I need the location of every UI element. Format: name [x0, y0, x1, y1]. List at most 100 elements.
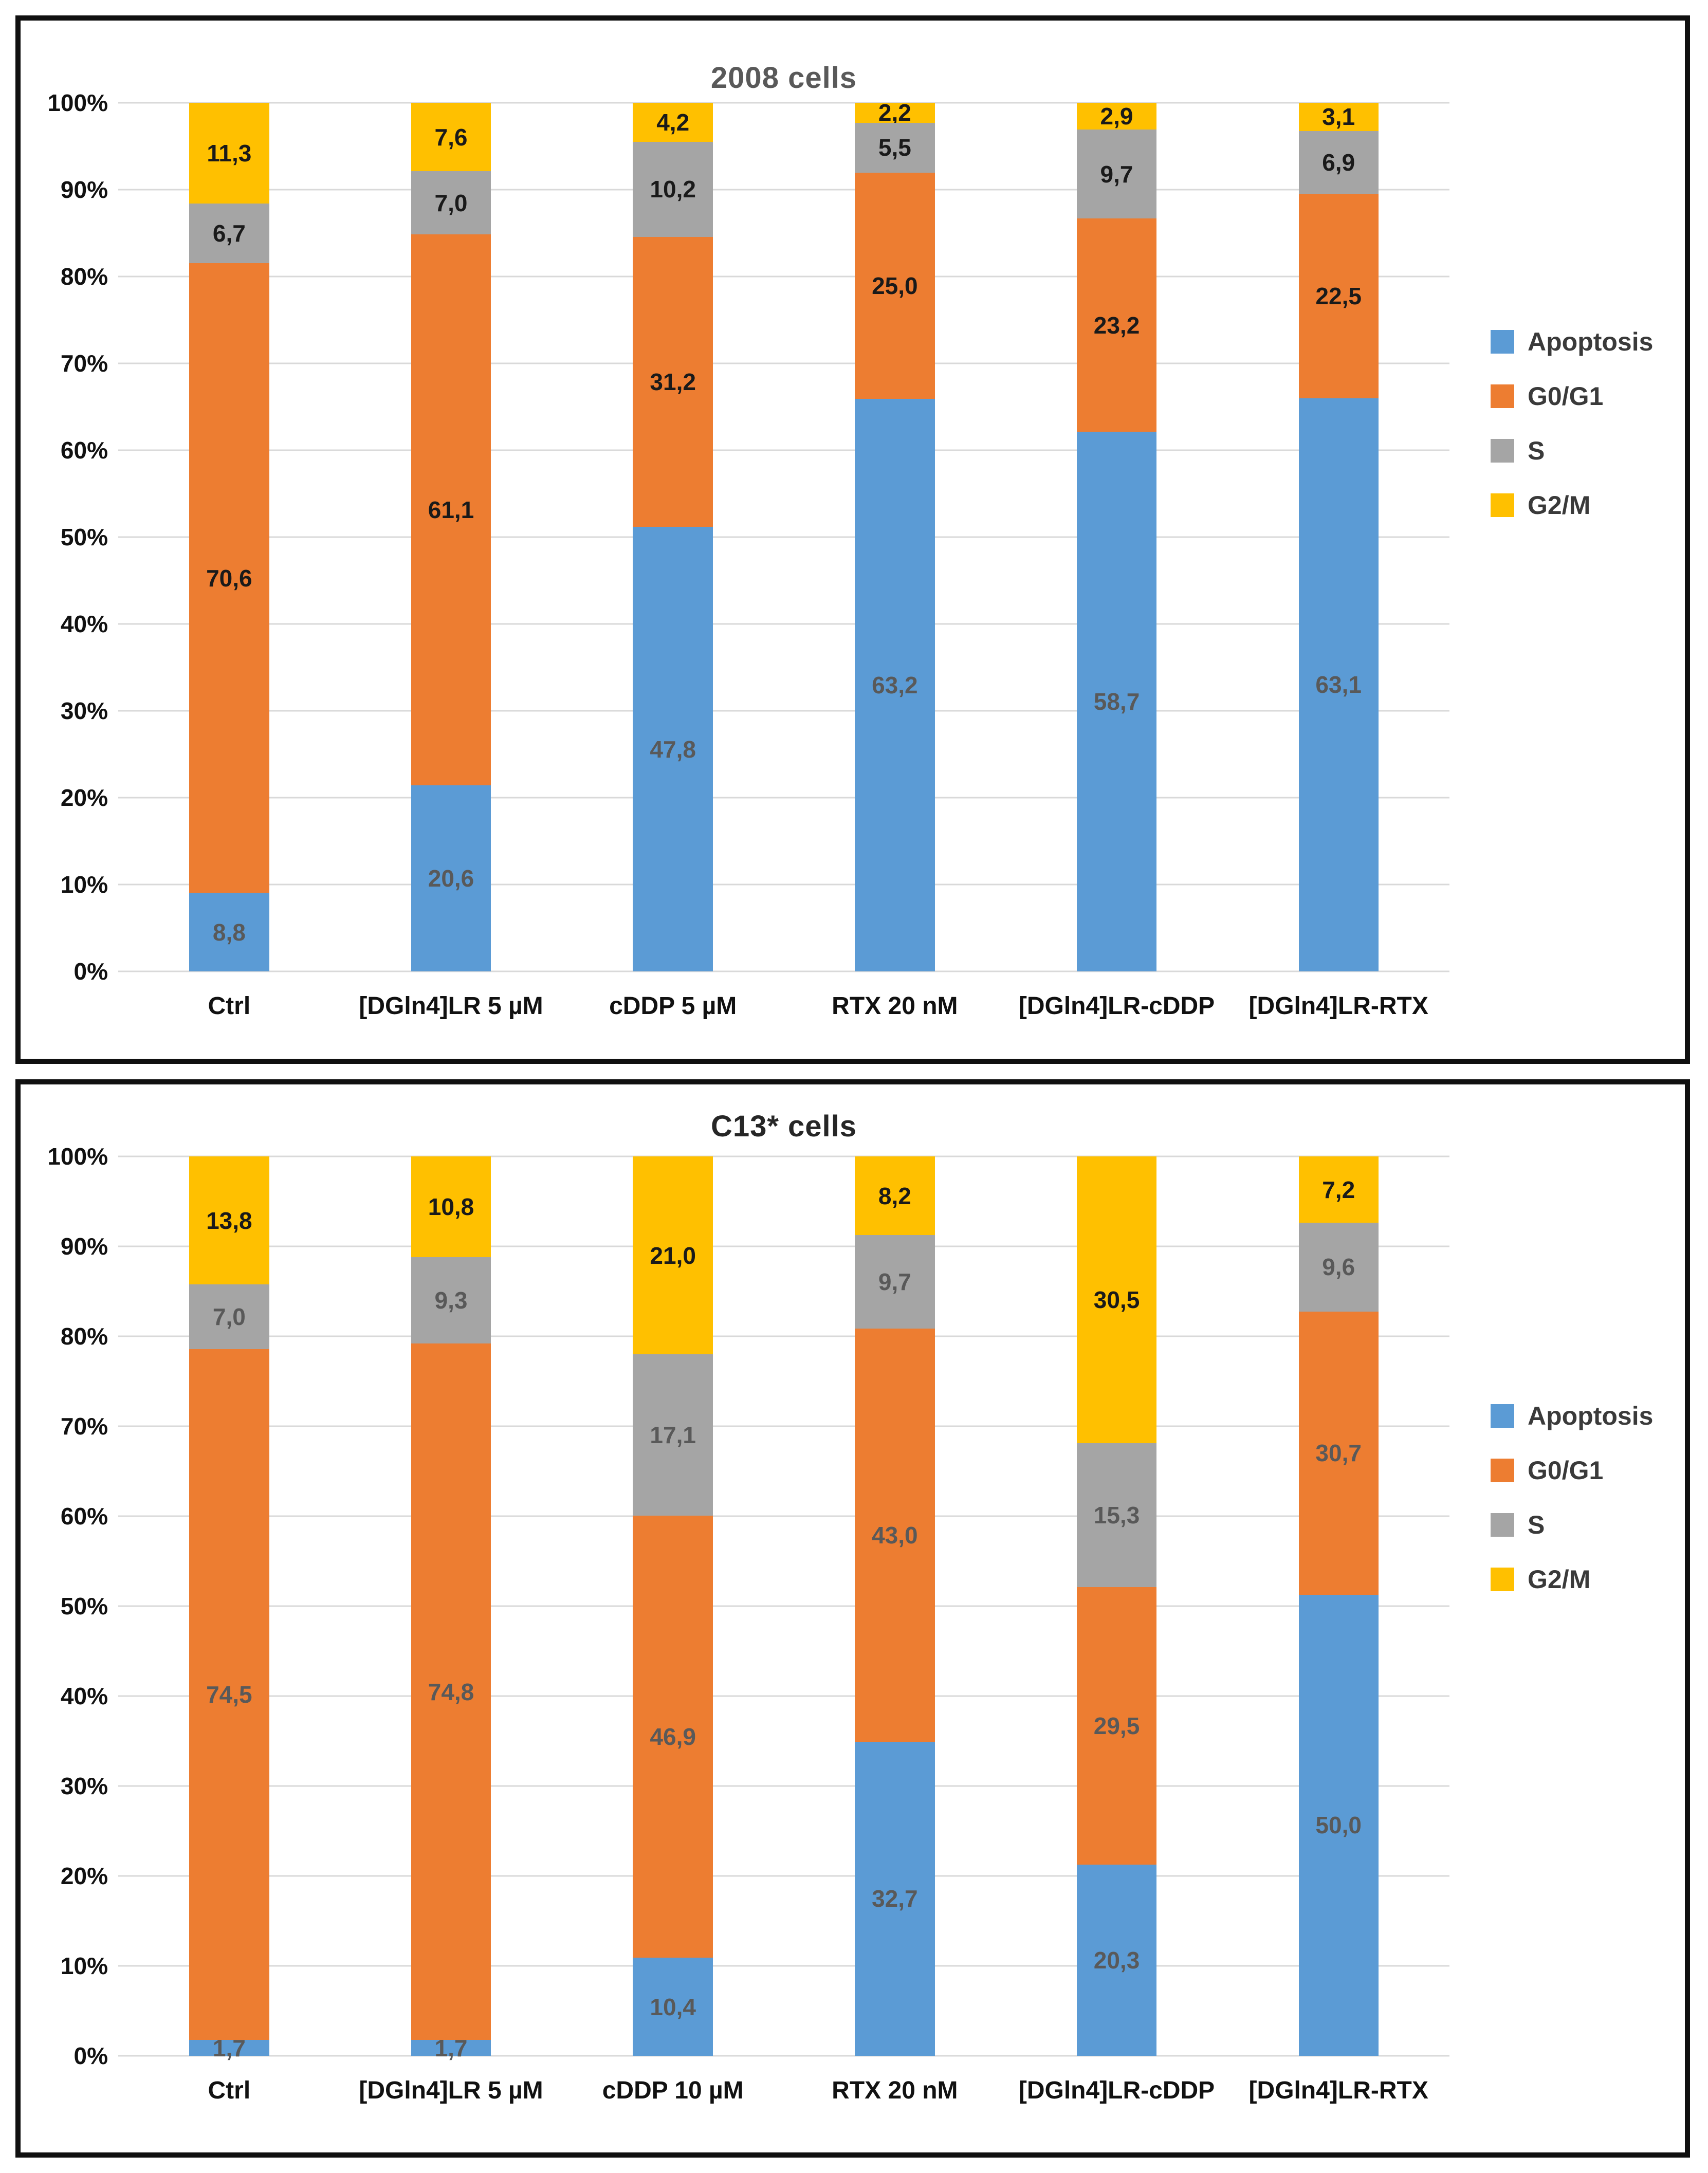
- y-axis: 0% 10% 20% 30% 40% 50% 60% 70% 80% 90% 100%: [21, 91, 108, 983]
- bar-segment-g0-g1: 74,8: [411, 1343, 491, 2040]
- gridline: [118, 797, 1449, 799]
- bar-segment-apoptosis: 10,4: [633, 1958, 713, 2056]
- legend-swatch-icon: [1491, 1459, 1514, 1482]
- bar-segment-s: 6,9: [1298, 131, 1379, 194]
- legend-item-apoptosis: Apoptosis: [1491, 1403, 1653, 1429]
- bar-value-label: 7,0: [434, 189, 468, 216]
- bar-column-dgln4-lr-rtx: 63,1 22,5 6,9 3,1: [1227, 103, 1449, 971]
- bar-value-label: 5,5: [878, 134, 911, 161]
- legend: Apoptosis G0/G1 S G2/M: [1491, 1403, 1653, 1592]
- bar-segment-s: 9,7: [1076, 129, 1157, 219]
- y-axis-tick-label: 70%: [60, 1413, 108, 1440]
- gridline: [118, 883, 1449, 886]
- bar-value-label: 30,5: [1093, 1286, 1140, 1314]
- bar-segment-apoptosis: 63,1: [1298, 398, 1379, 971]
- bar-column-dgln4-lr-5-m: 1,7 74,8 9,3 10,8: [340, 1156, 562, 2060]
- bar-value-label: 30,7: [1315, 1440, 1362, 1467]
- bar-segment-g0-g1: 25,0: [855, 172, 935, 399]
- bar-value-label: 31,2: [650, 368, 696, 395]
- bar-value-label: 32,7: [872, 1885, 918, 1912]
- bar-value-label: 23,2: [1093, 311, 1140, 339]
- bar-value-label: 4,2: [656, 109, 690, 136]
- stacked-bar: 50,0 30,7 9,6 7,2: [1298, 1156, 1379, 2056]
- y-axis-tick-label: 90%: [60, 176, 108, 203]
- gridline: [118, 1875, 1449, 1877]
- bar-column-dgln4-lr-cddp: 58,7 23,2 9,7 2,9: [1006, 103, 1228, 971]
- chart-2008-cells: 2008 cells 0% 10% 20% 30% 40% 50% 60% 70% 80% 90%…: [15, 15, 1690, 1064]
- legend-swatch-icon: [1491, 384, 1514, 408]
- legend-swatch-icon: [1491, 1513, 1514, 1537]
- bar-value-label: 2,2: [878, 99, 911, 126]
- bar-value-label: 9,7: [1100, 160, 1133, 188]
- bar-column-ctrl: 1,7 74,5 7,0 13,8: [118, 1156, 340, 2060]
- bar-segment-s: 9,7: [855, 1235, 935, 1329]
- bar-value-label: 50,0: [1315, 1812, 1362, 1839]
- bar-segment-apoptosis: 32,7: [855, 1741, 935, 2056]
- bar-segment-g0-g1: 74,5: [189, 1349, 269, 2040]
- bar-segment-s: 5,5: [855, 122, 935, 173]
- bar-segment-s: 7,0: [411, 171, 491, 235]
- bar-column-rtx-20-nm: 32,7 43,0 9,7 8,2: [784, 1156, 1006, 2056]
- bar-segment-s: 9,6: [1298, 1223, 1379, 1312]
- y-axis-tick-label: 100%: [47, 1143, 108, 1170]
- gridline: [118, 102, 1449, 104]
- y-axis-tick-label: 30%: [60, 1773, 108, 1799]
- bar-value-label: 61,1: [428, 496, 474, 524]
- bar-column-cddp-5-m: 47,8 31,2 10,2 4,2: [562, 103, 784, 971]
- y-axis-tick-label: 40%: [60, 1683, 108, 1709]
- legend-label: G0/G1: [1528, 382, 1604, 411]
- bar-value-label: 74,5: [206, 1681, 252, 1708]
- bar-value-label: 10,2: [650, 176, 696, 203]
- stacked-bar: 10,4 46,9 17,1 21,0: [633, 1156, 713, 2056]
- legend-label: Apoptosis: [1528, 327, 1654, 356]
- bar-column-dgln4-lr-cddp: 20,3 29,5 15,3 30,5: [1006, 1156, 1228, 2056]
- stacked-bar: 1,7 74,5 7,0 13,8: [189, 1156, 269, 2060]
- bar-value-label: 70,6: [206, 564, 252, 592]
- bar-value-label: 11,3: [207, 140, 252, 167]
- x-axis-category-label: cDDP 5 µM: [609, 992, 737, 1020]
- bars-layer: 8,8 70,6 6,7 11,3 20,6 61,1 7,0 7,6 47,8 31,2 10,2…: [118, 99, 1449, 971]
- y-axis-tick-label: 80%: [60, 263, 108, 290]
- gridline: [118, 362, 1449, 364]
- bar-segment-g2-m: 8,2: [855, 1156, 935, 1236]
- y-axis-tick-label: 90%: [60, 1233, 108, 1260]
- legend-item-s: S: [1491, 1512, 1653, 1538]
- legend-label: G2/M: [1528, 1565, 1591, 1594]
- bar-segment-g0-g1: 22,5: [1298, 193, 1379, 398]
- gridline: [118, 536, 1449, 538]
- bar-segment-g2-m: 13,8: [189, 1156, 269, 1284]
- gridline: [118, 970, 1449, 972]
- legend-label: Apoptosis: [1528, 1402, 1654, 1430]
- gridline: [118, 1425, 1449, 1427]
- bar-value-label: 1,7: [212, 2034, 246, 2061]
- x-axis-category-label: [DGln4]LR 5 µM: [359, 2077, 543, 2104]
- bar-segment-g2-m: 2,2: [855, 99, 935, 126]
- legend-label: S: [1528, 436, 1545, 465]
- chart-title: 2008 cells: [710, 61, 857, 95]
- bar-value-label: 9,6: [1322, 1254, 1355, 1281]
- bar-segment-s: 10,2: [633, 142, 713, 237]
- stacked-bar: 47,8 31,2 10,2 4,2: [633, 103, 713, 971]
- x-axis-category-label: Ctrl: [208, 992, 251, 1020]
- gridline: [118, 1785, 1449, 1787]
- bar-segment-g0-g1: 46,9: [633, 1515, 713, 1958]
- legend-label: G2/M: [1528, 491, 1591, 520]
- bar-value-label: 7,0: [212, 1303, 246, 1331]
- bar-value-label: 20,3: [1093, 1947, 1140, 1974]
- chart-c13-cells: C13* cells 0% 10% 20% 30% 40% 50% 60% 70% 80% 90%…: [15, 1079, 1690, 2158]
- legend-item-g2-m: G2/M: [1491, 1567, 1653, 1592]
- bar-value-label: 9,3: [434, 1286, 468, 1314]
- bar-value-label: 20,6: [428, 865, 474, 892]
- bar-segment-s: 9,3: [411, 1257, 491, 1344]
- bar-segment-apoptosis: 47,8: [633, 527, 713, 971]
- stacked-bar: 20,3 29,5 15,3 30,5: [1076, 1156, 1157, 2056]
- y-axis-tick-label: 0%: [74, 958, 108, 985]
- bar-segment-apoptosis: 50,0: [1298, 1594, 1379, 2056]
- bar-value-label: 17,1: [650, 1422, 696, 1449]
- bar-segment-apoptosis: 1,7: [411, 2036, 491, 2060]
- bar-value-label: 7,2: [1322, 1176, 1355, 1203]
- bar-segment-g0-g1: 30,7: [1298, 1311, 1379, 1595]
- bar-column-dgln4-lr-rtx: 50,0 30,7 9,6 7,2: [1227, 1156, 1449, 2056]
- legend-swatch-icon: [1491, 493, 1514, 517]
- gridline: [118, 449, 1449, 451]
